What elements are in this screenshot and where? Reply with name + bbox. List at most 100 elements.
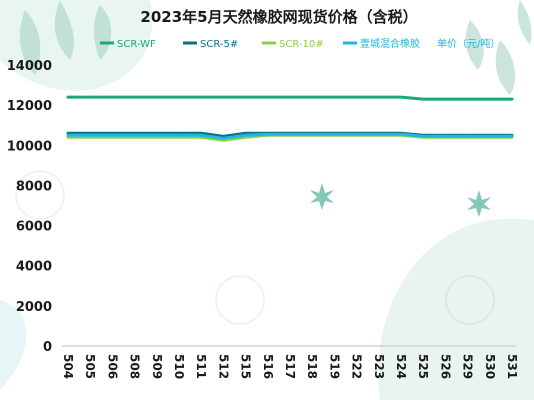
data-point <box>178 132 180 134</box>
y-tick-label: 8000 <box>16 179 52 194</box>
x-tick-label: 525 <box>416 354 430 379</box>
data-point <box>200 132 202 134</box>
data-point <box>222 135 225 138</box>
data-point <box>466 135 469 138</box>
data-point <box>355 133 358 135</box>
x-tick-label: 505 <box>83 354 97 379</box>
data-point <box>378 96 380 98</box>
y-axis: 0 2000 4000 6000 8000 10000 12000 14000 <box>7 59 52 355</box>
data-point <box>422 135 425 138</box>
data-point <box>511 135 513 138</box>
data-point <box>133 134 136 137</box>
unit-label: 单价（元/吨） <box>437 37 500 50</box>
data-point <box>111 96 114 98</box>
x-tick-label: 531 <box>505 354 519 379</box>
x-tick-label: 523 <box>372 354 386 379</box>
x-tick-label: 522 <box>350 354 364 379</box>
data-point <box>133 96 136 98</box>
data-point <box>178 134 180 137</box>
data-point <box>200 96 202 98</box>
data-point <box>244 136 247 139</box>
data-point <box>156 134 158 137</box>
data-point <box>489 135 491 138</box>
y-tick-label: 10000 <box>7 139 52 154</box>
data-point <box>511 98 513 100</box>
legend-label: SCR-10# <box>279 39 324 50</box>
data-point <box>222 137 225 140</box>
x-tick-label: 504 <box>61 354 75 379</box>
x-tick-label: 516 <box>261 354 275 379</box>
x-tick-label: 524 <box>394 354 408 379</box>
data-point <box>67 134 69 137</box>
data-point <box>244 96 247 98</box>
data-point <box>111 136 114 139</box>
x-tick-label: 530 <box>483 354 497 379</box>
data-point <box>178 136 180 139</box>
x-tick-label: 508 <box>128 354 142 379</box>
data-point <box>67 132 69 134</box>
data-point <box>267 133 269 135</box>
y-tick-label: 12000 <box>7 99 52 114</box>
data-point <box>222 139 225 142</box>
data-point <box>156 96 158 98</box>
data-point <box>444 98 447 100</box>
legend-label: 壹城混合橡胶 <box>360 37 420 50</box>
x-tick-label: 506 <box>105 354 119 379</box>
data-point <box>222 96 225 98</box>
data-point <box>244 134 247 137</box>
data-point <box>111 134 114 137</box>
data-point <box>422 98 425 100</box>
data-point <box>400 133 402 135</box>
data-point <box>89 96 91 98</box>
x-axis: 504 505 506 508 509 510 511 512 515 516 517 518 519 5… <box>61 354 519 379</box>
y-tick-label: 6000 <box>16 220 52 235</box>
data-point <box>67 136 69 139</box>
y-tick-label: 4000 <box>16 260 52 275</box>
data-point <box>400 96 402 98</box>
data-point <box>156 136 158 139</box>
y-tick-label: 14000 <box>7 59 52 74</box>
x-tick-label: 519 <box>327 354 341 379</box>
legend-label: SCR-5# <box>200 39 238 50</box>
chart-title: 2023年5月天然橡胶网现货价格（含税） <box>140 8 417 26</box>
data-point <box>333 96 336 98</box>
x-tick-label: 515 <box>239 354 253 379</box>
data-point <box>289 133 291 135</box>
data-point <box>333 133 336 135</box>
x-tick-label: 526 <box>438 354 452 379</box>
data-point <box>156 132 158 134</box>
data-point <box>67 96 69 98</box>
x-tick-label: 512 <box>216 354 230 379</box>
x-tick-label: 510 <box>172 354 186 379</box>
data-point <box>355 96 358 98</box>
data-point <box>444 135 447 138</box>
data-point <box>311 96 314 98</box>
data-point <box>200 136 202 139</box>
data-point <box>89 132 91 134</box>
data-point <box>89 136 91 139</box>
x-tick-label: 529 <box>461 354 475 379</box>
x-tick-label: 518 <box>305 354 319 379</box>
legend-label: SCR-WF <box>117 39 156 50</box>
data-point <box>267 96 269 98</box>
data-point <box>244 132 247 134</box>
data-point <box>378 133 380 135</box>
x-tick-label: 509 <box>150 354 164 379</box>
y-tick-label: 2000 <box>16 300 52 315</box>
data-point <box>111 132 114 134</box>
data-point <box>89 134 91 137</box>
data-point <box>200 134 202 137</box>
data-point <box>466 98 469 100</box>
data-point <box>489 98 491 100</box>
y-tick-label: 0 <box>43 340 52 355</box>
x-tick-label: 511 <box>194 354 208 379</box>
x-tick-label: 517 <box>283 354 297 379</box>
data-point <box>133 132 136 134</box>
data-point <box>289 96 291 98</box>
series-lines <box>66 95 514 142</box>
data-point <box>178 96 180 98</box>
data-point <box>311 133 314 135</box>
data-point <box>133 136 136 139</box>
